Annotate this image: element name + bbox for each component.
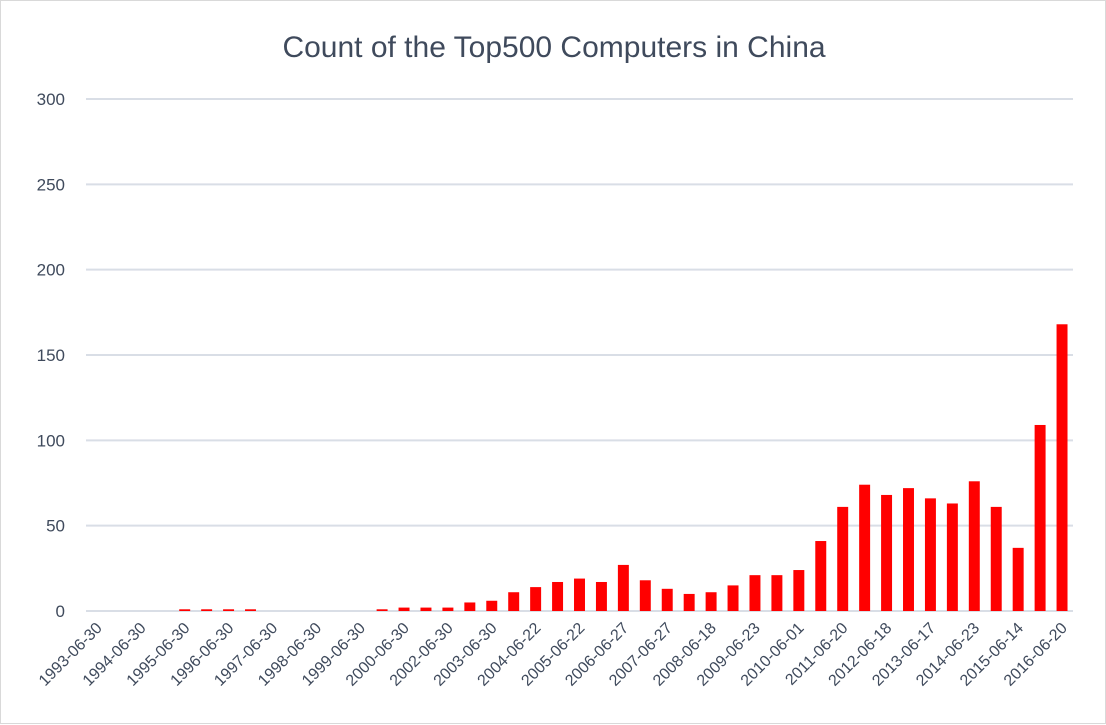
bar: [398, 607, 410, 611]
bar: [420, 607, 432, 611]
bar: [990, 506, 1002, 611]
bar: [574, 578, 585, 611]
bar: [376, 609, 388, 611]
y-tick-label: 50: [46, 517, 65, 536]
bar: [245, 609, 256, 611]
y-tick-label: 150: [37, 346, 65, 365]
bar: [968, 481, 980, 611]
chart-title: Count of the Top500 Computers in China: [282, 31, 825, 64]
bar: [617, 564, 629, 611]
bar: [771, 575, 783, 611]
bar: [661, 588, 673, 611]
bar: [946, 503, 958, 611]
bar: [903, 488, 914, 611]
bar: [464, 602, 476, 611]
bar: [552, 581, 564, 611]
bar: [749, 575, 761, 611]
bar: [201, 609, 213, 611]
y-tick-label: 250: [37, 175, 65, 194]
bar: [793, 570, 805, 611]
bar: [705, 592, 717, 611]
bar: [639, 580, 651, 611]
y-tick-label: 0: [56, 602, 65, 621]
bar: [837, 506, 849, 611]
bar: [179, 609, 191, 611]
x-axis-tick-labels: 1993-06-301994-06-301995-06-301996-06-30…: [36, 620, 1071, 690]
bar: [1056, 324, 1068, 611]
bar: [881, 494, 893, 611]
bar: [815, 541, 827, 611]
bar: [1034, 424, 1046, 611]
gridlines: [86, 98, 1073, 612]
bar: [595, 581, 607, 611]
bars: [179, 324, 1068, 611]
bar: [859, 484, 871, 611]
bar: [1012, 547, 1024, 611]
bar: [924, 498, 936, 611]
y-tick-label: 200: [37, 261, 65, 280]
bar: [727, 585, 739, 611]
y-tick-label: 300: [37, 90, 65, 109]
bar: [530, 587, 542, 611]
y-tick-label: 100: [37, 431, 65, 450]
bar: [442, 607, 454, 611]
bar: [223, 609, 235, 611]
bar: [683, 593, 695, 611]
bar: [486, 600, 498, 611]
y-axis-tick-labels: 0 50 100 150 200 250 300: [37, 90, 65, 621]
bar: [508, 592, 520, 611]
